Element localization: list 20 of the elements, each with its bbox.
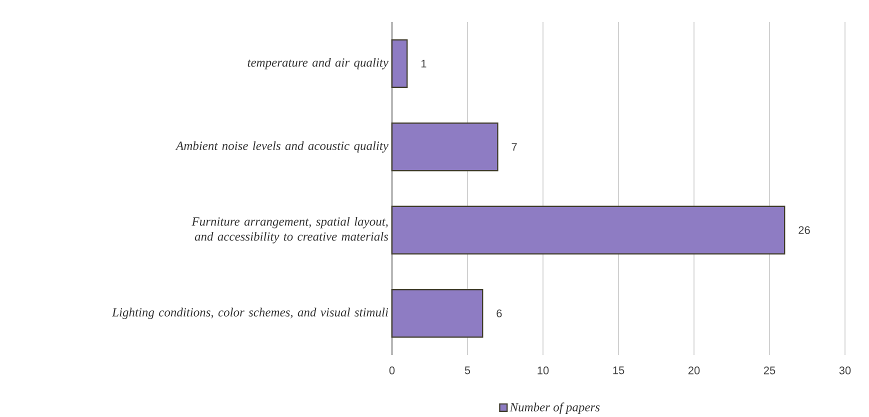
bar: [391, 289, 484, 338]
y-tick-label: Furniture arrangement, spatial layout, and accessibility to creative materials: [192, 217, 388, 244]
legend-label: Number of papers: [510, 402, 600, 414]
x-tick-label: 0: [389, 366, 395, 374]
y-tick-label: temperature and air quality: [248, 58, 388, 70]
data-label: 6: [496, 310, 502, 318]
bar: [391, 39, 408, 88]
x-tick-label: 25: [764, 366, 776, 374]
y-tick-label: Ambient noise levels and acoustic quality: [175, 141, 388, 153]
x-tick-label: 20: [688, 366, 700, 374]
x-tick-label: 15: [613, 366, 624, 374]
y-tick-label: Lighting conditions, color schemes, and visual stimuli: [112, 308, 388, 320]
bar: [391, 122, 498, 172]
x-tick-label: 10: [538, 366, 549, 374]
x-tick-label: 30: [839, 366, 851, 374]
data-label: 1: [421, 60, 426, 68]
x-tick-label: 5: [464, 366, 470, 374]
data-label: 7: [512, 143, 517, 151]
bar: [391, 206, 786, 255]
data-label: 26: [798, 226, 810, 234]
